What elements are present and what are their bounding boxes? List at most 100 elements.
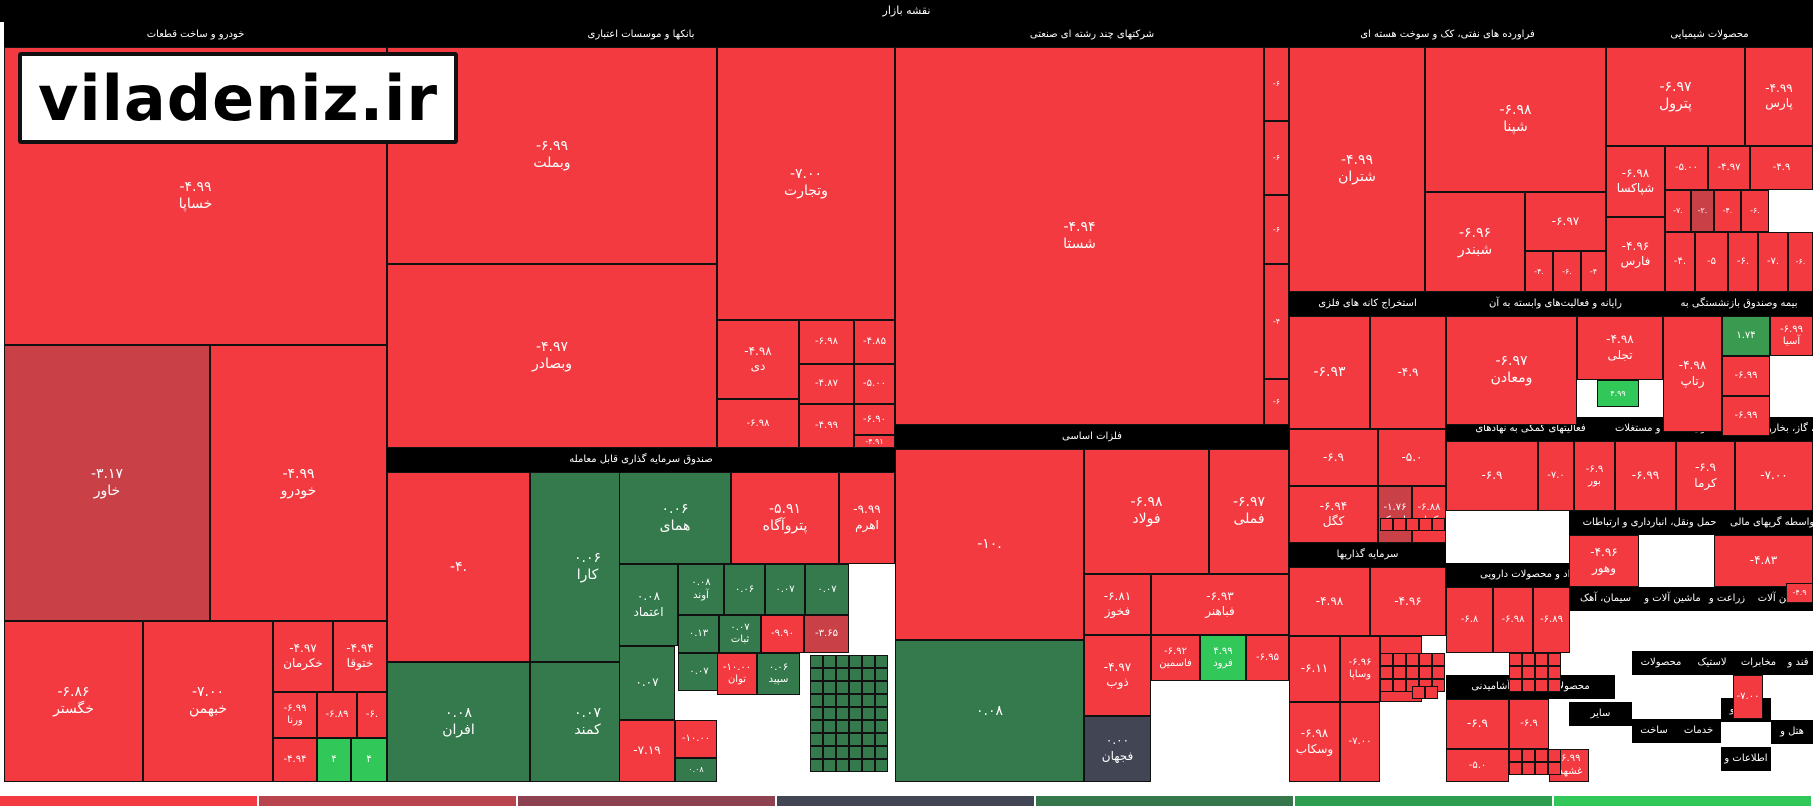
stock-tile[interactable] xyxy=(875,733,888,746)
stock-tile[interactable]: ۴.۹۹ فرود xyxy=(1200,635,1246,681)
sector-header[interactable]: سایر واسطه گریهای مالی xyxy=(1730,511,1813,535)
stock-tile[interactable] xyxy=(836,746,849,759)
stock-tile[interactable] xyxy=(1509,653,1522,666)
stock-tile[interactable]: -۴.۹۷ ذوب xyxy=(1084,635,1151,716)
stock-tile[interactable]: -۷.۰۰ xyxy=(1735,441,1813,511)
stock-tile[interactable]: -۶.۹ xyxy=(1446,441,1538,511)
stock-tile[interactable]: -۴.۹۴ ختوقا xyxy=(333,621,387,692)
stock-tile[interactable]: -۶.۱۱ xyxy=(1289,636,1340,702)
stock-tile[interactable]: -۴.ش xyxy=(1525,251,1553,292)
stock-tile[interactable]: -۴.۹۴ شستا xyxy=(895,47,1264,425)
stock-tile[interactable] xyxy=(836,694,849,707)
sector-header[interactable]: استخراج کانه های فلزی xyxy=(1289,292,1446,316)
stock-tile[interactable]: -۵.۰ xyxy=(1378,429,1446,486)
stock-tile[interactable] xyxy=(823,707,836,720)
stock-tile[interactable]: -۱۰.۰۰ توان xyxy=(717,653,757,695)
stock-tile[interactable]: -۶.۹۵ xyxy=(1246,635,1289,681)
sector-header[interactable]: فراورده های نفتی، کک و سوخت هسته ای xyxy=(1289,22,1606,47)
stock-tile[interactable]: -۷.۰ xyxy=(1538,441,1574,511)
stock-tile[interactable]: -۶.۹۷ xyxy=(1525,192,1606,251)
stock-tile[interactable] xyxy=(1509,762,1522,775)
stock-tile[interactable]: -۷.۰۰ وتجارت xyxy=(717,47,895,320)
stock-tile[interactable]: -۶.۹۸ xyxy=(717,399,799,448)
stock-tile[interactable]: -۱۰.۰۰ xyxy=(675,720,717,758)
stock-tile[interactable] xyxy=(875,746,888,759)
sector-header[interactable]: بیمه وصندوق بازنشستگی به xyxy=(1665,292,1813,316)
sector-header[interactable]: قند و xyxy=(1783,651,1813,675)
stock-tile[interactable]: -۷. xyxy=(1758,232,1788,292)
stock-tile[interactable]: -۵.۰۰ xyxy=(854,364,895,404)
stock-tile[interactable]: -۶.۸۶ خگستر xyxy=(4,621,143,782)
stock-tile[interactable] xyxy=(810,746,823,759)
stock-tile[interactable]: ۰.۰۸ اعتماد xyxy=(619,564,678,646)
stock-tile[interactable] xyxy=(836,655,849,668)
stock-tile[interactable] xyxy=(875,681,888,694)
stock-tile[interactable]: -۳.۱۷ خاور xyxy=(4,345,210,621)
stock-tile[interactable]: -۶.۹۳ xyxy=(1289,316,1370,429)
stock-tile[interactable] xyxy=(1535,762,1548,775)
sector-header[interactable]: شرکتهای چند رشته ای صنعتی xyxy=(895,22,1289,47)
sector-header[interactable]: ساخت xyxy=(1632,719,1676,743)
stock-tile[interactable] xyxy=(1509,749,1522,762)
stock-tile[interactable] xyxy=(849,681,862,694)
stock-tile[interactable] xyxy=(1509,666,1522,679)
stock-tile[interactable] xyxy=(810,668,823,681)
stock-tile[interactable] xyxy=(1419,666,1432,679)
stock-tile[interactable] xyxy=(862,720,875,733)
stock-tile[interactable] xyxy=(810,707,823,720)
stock-tile[interactable]: -۶.۹ بور xyxy=(1574,441,1615,511)
stock-tile[interactable] xyxy=(1412,686,1425,699)
stock-tile[interactable] xyxy=(1548,653,1561,666)
stock-tile[interactable] xyxy=(875,694,888,707)
stock-tile[interactable]: ۴.۹۹پی پاد xyxy=(1597,380,1639,407)
stock-tile[interactable]: ۱.۷۴ xyxy=(1722,316,1770,356)
stock-tile[interactable]: -۷.۰۰ خبهمن xyxy=(143,621,273,782)
stock-tile[interactable]: -۶.۹۸ شپاکسا xyxy=(1606,146,1665,217)
stock-tile[interactable] xyxy=(810,681,823,694)
stock-tile[interactable] xyxy=(862,759,875,772)
stock-tile[interactable]: ۰.۱۳ xyxy=(678,615,719,653)
stock-tile[interactable] xyxy=(1522,762,1535,775)
stock-tile[interactable] xyxy=(1380,666,1393,679)
stock-tile[interactable] xyxy=(849,694,862,707)
stock-tile[interactable] xyxy=(810,759,823,772)
stock-tile[interactable] xyxy=(1535,666,1548,679)
stock-tile[interactable] xyxy=(1393,518,1406,531)
stock-tile[interactable]: -۶.۹۹ آسیا xyxy=(1770,316,1813,356)
stock-tile[interactable]: -۶. xyxy=(1788,232,1813,292)
stock-tile[interactable]: ۰.۰۷ xyxy=(619,646,675,720)
stock-tile[interactable]: -۶.۹۷ پترول xyxy=(1606,47,1745,146)
stock-tile[interactable]: ۰.۰۸ xyxy=(895,640,1084,782)
sector-header[interactable]: بانکها و موسسات اعتباری xyxy=(387,22,895,47)
stock-tile[interactable]: -۷.۱۹ xyxy=(619,720,675,782)
stock-tile[interactable]: ۴ xyxy=(317,738,351,782)
stock-tile[interactable]: -۴.۹۸ تجلی xyxy=(1577,316,1663,380)
stock-tile[interactable] xyxy=(862,694,875,707)
stock-tile[interactable] xyxy=(849,720,862,733)
stock-tile[interactable] xyxy=(1432,653,1445,666)
stock-tile[interactable] xyxy=(1380,679,1393,692)
stock-tile[interactable] xyxy=(1432,518,1445,531)
stock-tile[interactable]: ۰.۰۷ xyxy=(765,564,805,615)
stock-tile[interactable] xyxy=(862,746,875,759)
sector-header[interactable]: خودرو و ساخت قطعات xyxy=(4,22,387,47)
stock-tile[interactable]: ۰.۰۷ xyxy=(805,564,849,615)
stock-tile[interactable]: ۰.۰۸لبخند xyxy=(675,758,717,782)
stock-tile[interactable] xyxy=(810,720,823,733)
stock-tile[interactable]: ۰.۰۷ xyxy=(678,653,720,691)
stock-tile[interactable] xyxy=(862,681,875,694)
sector-header[interactable]: سایر xyxy=(1569,702,1632,726)
sector-header[interactable]: اطلاعات و xyxy=(1721,747,1771,771)
stock-tile[interactable]: -۴.۹۹ پارس xyxy=(1745,47,1813,146)
stock-tile[interactable] xyxy=(849,759,862,772)
stock-tile[interactable]: -۴.۹۹ خودرو xyxy=(210,345,387,621)
stock-tile[interactable] xyxy=(1393,679,1406,692)
stock-tile[interactable]: -۷.۰۰ xyxy=(1340,702,1380,782)
stock-tile[interactable] xyxy=(836,668,849,681)
stock-tile[interactable] xyxy=(1419,653,1432,666)
stock-tile[interactable] xyxy=(823,733,836,746)
stock-tile[interactable]: -۴. xyxy=(387,472,530,662)
stock-tile[interactable]: -۶.۹۸ وسکاب xyxy=(1289,702,1340,782)
stock-tile[interactable]: -۶. xyxy=(1741,190,1769,232)
stock-tile[interactable] xyxy=(823,668,836,681)
